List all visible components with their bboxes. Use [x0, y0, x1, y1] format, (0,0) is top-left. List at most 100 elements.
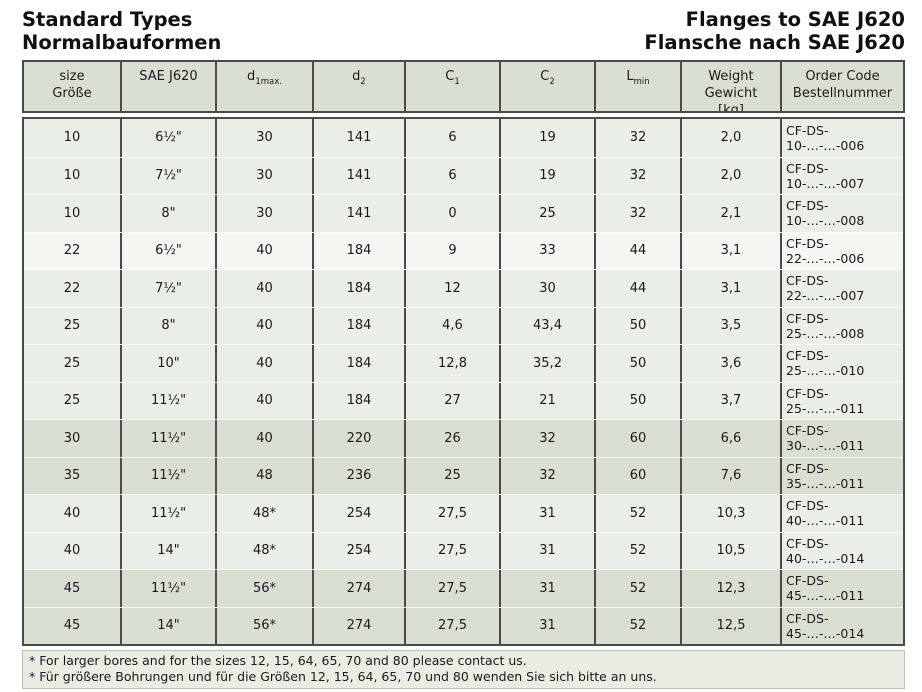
- cell-sae: 7½": [120, 157, 215, 194]
- cell-c1: 27,5: [404, 607, 499, 644]
- cell-size: 35: [63, 468, 81, 484]
- cell-order_code: CF-DS-22-…-…-007: [780, 270, 903, 307]
- cell-sae: 11½": [120, 420, 215, 457]
- cell-c2: 30: [499, 270, 594, 307]
- cell-d1max: 56*: [215, 607, 312, 644]
- cell-order_code: CF-DS-25-…-…-011: [780, 382, 903, 419]
- cell-size: 25: [63, 355, 81, 371]
- header-cell-d2: d2: [312, 62, 404, 111]
- cell-c2: 19: [499, 119, 594, 157]
- cell-c2: 31: [499, 495, 594, 532]
- cell-c2: 31: [499, 570, 594, 607]
- table-row: 25 11½" 40 184 27 21 50 3,7 CF-DS-25-…-…-011: [24, 381, 903, 419]
- cell-sae: 14": [120, 607, 215, 644]
- header-cell-d1max: d1max.: [215, 62, 312, 111]
- header-cell-order-code: Order Code Bestellnummer: [780, 62, 903, 111]
- cell-weight: 3,1: [680, 270, 780, 307]
- cell-sae: 11½": [120, 457, 215, 494]
- cell-c2: 32: [499, 457, 594, 494]
- cell-c2: 31: [499, 607, 594, 644]
- cell-weight: 3,5: [680, 307, 780, 344]
- cell-c1: 26: [404, 420, 499, 457]
- cell-order_code: CF-DS-10-…-…-007: [780, 157, 903, 194]
- table-body: 10 6½" 30 141 6 19 32 2,0 CF-DS-10-…-…-006 10 7½" 3…: [22, 117, 905, 646]
- cell-d1max: 40: [215, 307, 312, 344]
- cell-weight: 12,5: [680, 607, 780, 644]
- cell-order_code: CF-DS-25-…-…-008: [780, 307, 903, 344]
- cell-c1: 27: [404, 382, 499, 419]
- table-row: 22 7½" 40 184 12 30 44 3,1 CF-DS-22-…-…-007: [24, 269, 903, 307]
- cell-sae: 8": [120, 307, 215, 344]
- cell-order_code: CF-DS-45-…-…-014: [780, 607, 903, 644]
- cell-lmin: 52: [594, 495, 680, 532]
- cell-d2: 184: [312, 307, 404, 344]
- cell-d2: 184: [312, 382, 404, 419]
- cell-d1max: 48*: [215, 495, 312, 532]
- cell-lmin: 50: [594, 345, 680, 382]
- table-header-row: size Größe SAE J620 d1max. d2 C1 C2 Lmin Weight G…: [22, 60, 905, 113]
- cell-weight: 3,1: [680, 232, 780, 269]
- cell-sae: 6½": [120, 232, 215, 269]
- cell-lmin: 52: [594, 570, 680, 607]
- cell-c2: 21: [499, 382, 594, 419]
- cell-weight: 10,3: [680, 495, 780, 532]
- cell-order_code: CF-DS-30-…-…-011: [780, 420, 903, 457]
- cell-d1max: 30: [215, 195, 312, 232]
- cell-size: 25: [63, 318, 81, 334]
- flange-spec-table: size Größe SAE J620 d1max. d2 C1 C2 Lmin Weight G…: [22, 60, 905, 646]
- table-row: 25 10" 40 184 12,8 35,2 50 3,6 CF-DS-25-…-…-010: [24, 344, 903, 382]
- cell-d2: 141: [312, 157, 404, 194]
- table-row: 45 11½" 56* 274 27,5 31 52 12,3 CF-DS-45-…-…-011: [24, 569, 903, 607]
- cell-c2: 43,4: [499, 307, 594, 344]
- cell-size: 22: [63, 280, 81, 296]
- table-row: 10 6½" 30 141 6 19 32 2,0 CF-DS-10-…-…-006: [24, 119, 903, 157]
- table-row: 10 7½" 30 141 6 19 32 2,0 CF-DS-10-…-…-007: [24, 156, 903, 194]
- cell-d2: 274: [312, 607, 404, 644]
- cell-weight: 12,3: [680, 570, 780, 607]
- cell-sae: 6½": [120, 119, 215, 157]
- cell-d1max: 40: [215, 420, 312, 457]
- cell-size: 10: [63, 130, 81, 146]
- header-cell-c1: C1: [404, 62, 499, 111]
- cell-lmin: 32: [594, 157, 680, 194]
- table-row: 40 11½" 48* 254 27,5 31 52 10,3 CF-DS-40-…-…-011: [24, 494, 903, 532]
- cell-order_code: CF-DS-22-…-…-006: [780, 232, 903, 269]
- cell-c1: 6: [404, 157, 499, 194]
- header-cell-weight: Weight Gewicht [kg]: [680, 62, 780, 111]
- title-left-line2: Normalbauformen: [22, 31, 222, 54]
- cell-order_code: CF-DS-45-…-…-011: [780, 570, 903, 607]
- cell-size: 45: [63, 618, 81, 634]
- cell-c1: 12,8: [404, 345, 499, 382]
- cell-size: 10: [63, 205, 81, 221]
- title-right-line2: Flansche nach SAE J620: [644, 31, 905, 54]
- cell-d2: 220: [312, 420, 404, 457]
- table-row: 35 11½" 48 236 25 32 60 7,6 CF-DS-35-…-…-011: [24, 456, 903, 494]
- cell-sae: 14": [120, 532, 215, 569]
- cell-d1max: 48*: [215, 532, 312, 569]
- cell-sae: 10": [120, 345, 215, 382]
- cell-c1: 27,5: [404, 570, 499, 607]
- cell-d2: 236: [312, 457, 404, 494]
- cell-weight: 2,1: [680, 195, 780, 232]
- cell-d2: 274: [312, 570, 404, 607]
- cell-lmin: 32: [594, 195, 680, 232]
- cell-d1max: 40: [215, 345, 312, 382]
- cell-lmin: 52: [594, 607, 680, 644]
- cell-c2: 31: [499, 532, 594, 569]
- cell-c2: 19: [499, 157, 594, 194]
- cell-d1max: 30: [215, 119, 312, 157]
- table-row: 10 8" 30 141 0 25 32 2,1 CF-DS-10-…-…-008: [24, 194, 903, 232]
- cell-lmin: 50: [594, 382, 680, 419]
- cell-lmin: 44: [594, 270, 680, 307]
- table-row: 45 14" 56* 274 27,5 31 52 12,5 CF-DS-45-…-…-014: [24, 606, 903, 644]
- cell-d1max: 40: [215, 382, 312, 419]
- cell-size: 40: [63, 543, 81, 559]
- cell-sae: 11½": [120, 382, 215, 419]
- header-cell-lmin: Lmin: [594, 62, 680, 111]
- cell-d1max: 40: [215, 270, 312, 307]
- cell-c1: 0: [404, 195, 499, 232]
- cell-weight: 3,7: [680, 382, 780, 419]
- cell-lmin: 44: [594, 232, 680, 269]
- table-row: 25 8" 40 184 4,6 43,4 50 3,5 CF-DS-25-…-…-008: [24, 306, 903, 344]
